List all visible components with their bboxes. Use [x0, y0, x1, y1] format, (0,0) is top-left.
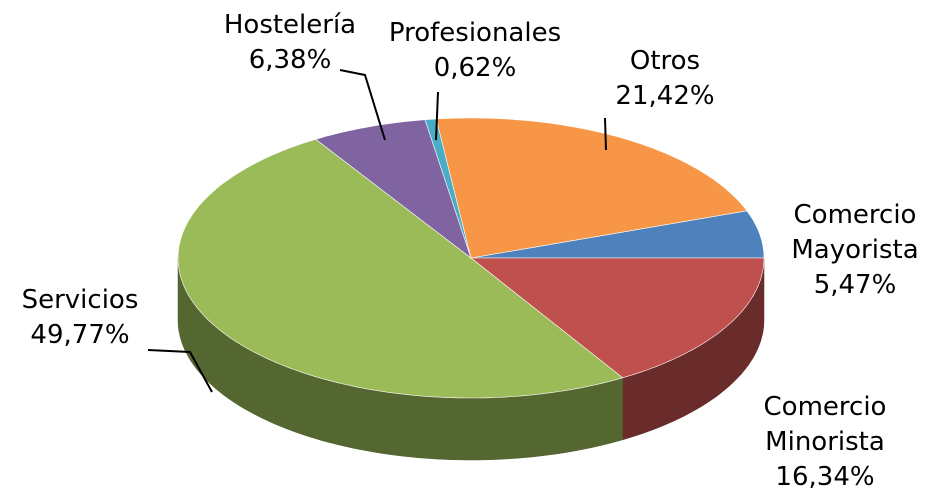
category-label: Servicios [21, 285, 139, 315]
slice-label: Profesionales 0,62% [380, 16, 570, 86]
leader-line [604, 117, 607, 151]
slice-label: Otros 21,42% [570, 44, 760, 114]
slice [470, 210, 765, 259]
slice-label: Servicios 49,77% [0, 283, 175, 353]
slice [435, 117, 748, 259]
slice-label: Comercio Mayorista 5,47% [775, 198, 927, 303]
category-label: Profesionales [388, 18, 562, 48]
value-label: 16,34% [775, 462, 875, 492]
value-label: 0,62% [433, 53, 517, 83]
leader-line [339, 69, 386, 141]
category-label: Hostelería [223, 10, 357, 40]
value-label: 6,38% [248, 45, 332, 75]
slice [177, 138, 624, 399]
category-label: Comercio Mayorista [791, 200, 919, 265]
slice [315, 119, 472, 259]
value-label: 21,42% [615, 81, 715, 111]
leader-line [147, 349, 213, 393]
slice [470, 257, 765, 379]
slice-label: Hostelería 6,38% [195, 8, 385, 78]
value-label: 49,77% [30, 320, 130, 350]
category-label: Otros [629, 46, 701, 76]
leader-line [435, 91, 439, 141]
category-label: Comercio Minorista [763, 392, 887, 457]
value-label: 5,47% [813, 270, 897, 300]
slice-label: Comercio Minorista 16,34% [745, 390, 905, 495]
